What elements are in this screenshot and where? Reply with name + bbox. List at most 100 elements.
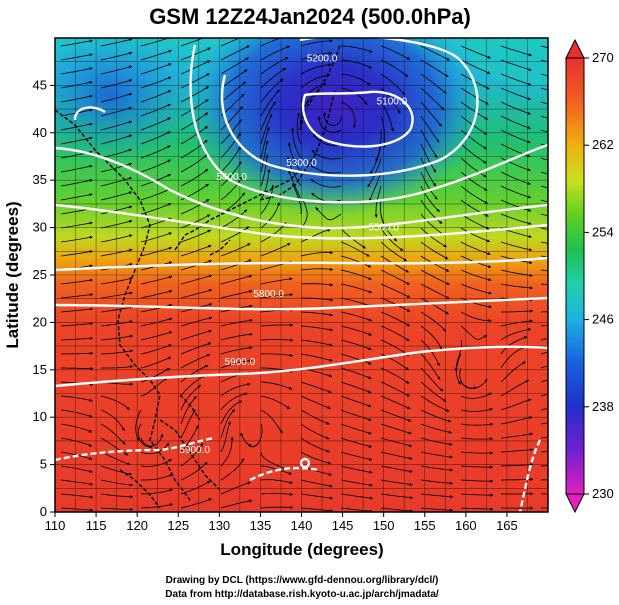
streamline <box>300 409 330 425</box>
streamline <box>100 277 133 285</box>
streamline <box>220 259 252 271</box>
streamline <box>290 127 302 159</box>
streamline <box>460 45 491 59</box>
streamline <box>140 368 171 383</box>
streamline <box>420 283 450 300</box>
map-title: GSM 12Z24Jan2024 (500.0hPa) <box>149 4 471 29</box>
streamline <box>220 243 251 257</box>
streamline <box>500 157 531 172</box>
streamline <box>460 269 492 282</box>
streamline <box>420 423 453 434</box>
streamline <box>500 269 533 277</box>
streamline <box>180 73 210 89</box>
streamline <box>100 248 133 257</box>
streamline <box>340 381 372 394</box>
streamline <box>100 305 133 313</box>
streamline <box>260 89 280 117</box>
streamline <box>500 398 532 411</box>
streamline <box>460 185 488 204</box>
colorbar-tick-label: 254 <box>592 224 614 239</box>
streamline <box>500 379 530 397</box>
streamline <box>60 351 94 355</box>
streamline <box>340 367 372 379</box>
streamline <box>260 184 275 215</box>
streamline <box>180 198 210 215</box>
streamline <box>180 342 212 355</box>
streamline <box>540 436 548 439</box>
streamline <box>300 251 334 257</box>
streamline <box>220 382 251 397</box>
streamline <box>60 221 93 229</box>
streamline <box>540 479 548 481</box>
streamline <box>500 213 532 225</box>
streamline <box>322 112 342 126</box>
streamline <box>340 437 373 448</box>
streamline <box>540 255 548 258</box>
streamline <box>60 53 93 61</box>
streamline <box>100 334 134 341</box>
contour-label: 5200.0 <box>307 54 338 65</box>
credit-drawing: Drawing by DCL (https://www.gfd-dennou.o… <box>166 575 439 586</box>
streamline <box>420 241 449 260</box>
y-tick-label: 5 <box>40 457 47 472</box>
streamline <box>380 395 411 410</box>
streamline <box>180 384 201 411</box>
streamline <box>180 442 204 467</box>
streamline <box>500 129 531 144</box>
streamline <box>420 437 453 446</box>
streamline <box>340 423 372 435</box>
streamline <box>260 45 291 61</box>
streamline <box>420 367 444 392</box>
streamline <box>460 451 494 455</box>
streamline <box>340 269 372 280</box>
x-tick-label: 165 <box>496 518 518 533</box>
streamline <box>340 325 372 336</box>
streamline <box>460 241 491 256</box>
streamline <box>300 339 333 347</box>
streamline <box>180 99 209 117</box>
streamline <box>300 283 334 287</box>
streamline <box>140 131 171 145</box>
y-axis-label: Latitude (degrees) <box>3 201 22 348</box>
streamline <box>60 507 94 512</box>
streamline <box>60 250 93 257</box>
streamline <box>300 479 333 488</box>
streamline <box>500 241 533 252</box>
streamline <box>300 63 332 75</box>
streamline <box>61 367 94 371</box>
map-plot-area: 5200.0 5100.0 5300.0 5400.0 5500.0 5800.0 5900… <box>55 38 548 512</box>
streamline <box>500 336 528 355</box>
streamline <box>540 465 548 467</box>
streamline <box>540 157 548 161</box>
streamline <box>540 59 548 63</box>
streamline <box>220 400 243 425</box>
streamline <box>460 213 490 230</box>
streamline <box>100 437 129 456</box>
streamline <box>380 479 413 486</box>
colorbar-tick-label: 246 <box>592 312 614 327</box>
cold-trough-west <box>55 38 205 165</box>
streamline <box>340 255 372 268</box>
streamline <box>540 422 548 425</box>
streamline <box>100 409 125 432</box>
streamline <box>380 437 413 448</box>
streamline <box>180 329 212 341</box>
streamline <box>260 409 283 434</box>
streamline <box>380 507 414 512</box>
streamline <box>60 307 94 313</box>
streamline <box>340 395 372 408</box>
streamline <box>220 458 245 481</box>
streamline <box>140 289 173 299</box>
streamline <box>340 297 373 308</box>
streamline <box>500 328 532 341</box>
streamline <box>300 395 331 409</box>
streamline <box>100 65 133 75</box>
streamline <box>380 45 411 60</box>
streamline <box>340 283 373 294</box>
streamline <box>420 171 438 200</box>
streamline <box>380 409 412 422</box>
streamline <box>260 67 287 89</box>
streamline <box>180 85 210 103</box>
streamline <box>300 51 333 61</box>
streamline <box>100 92 133 103</box>
